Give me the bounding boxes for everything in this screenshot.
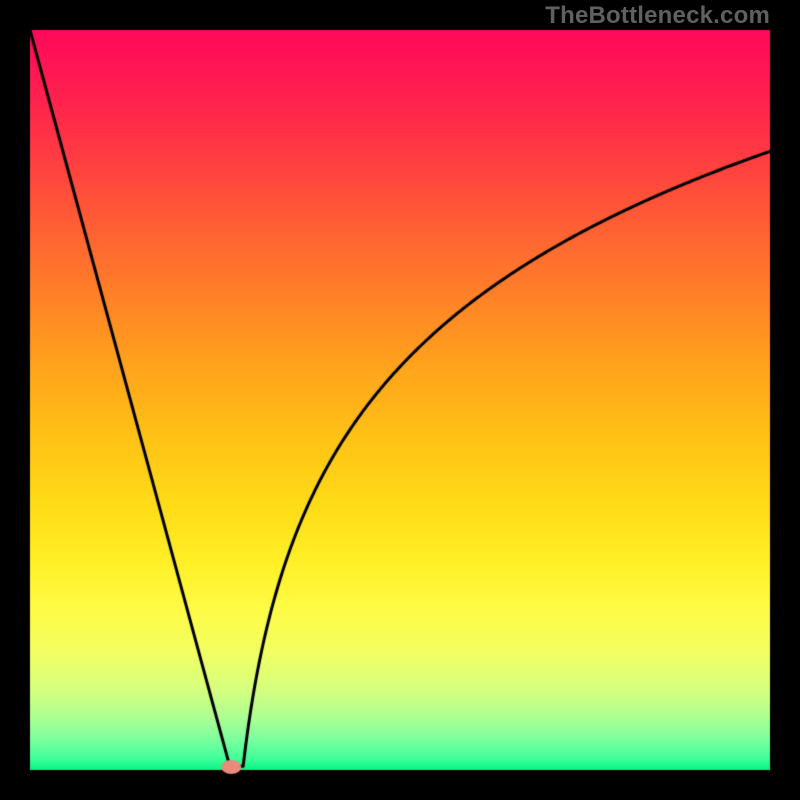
bottleneck-chart [0, 0, 800, 800]
watermark-text: TheBottleneck.com [545, 2, 770, 30]
